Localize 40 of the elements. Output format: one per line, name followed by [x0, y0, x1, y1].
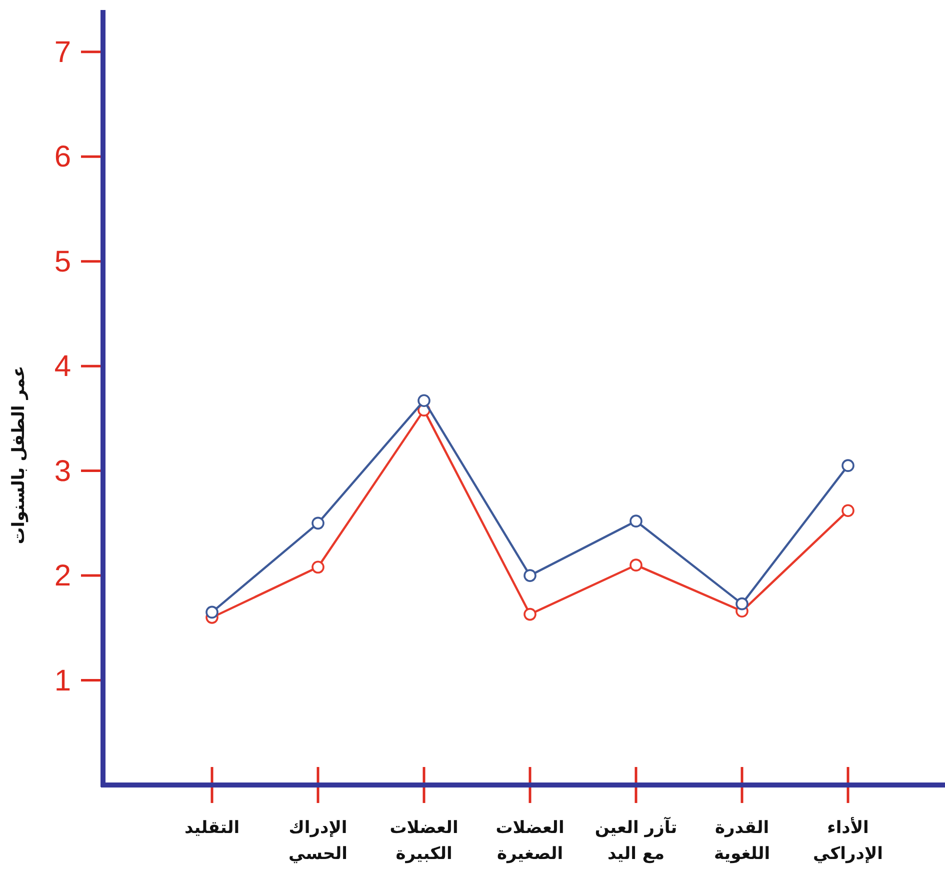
y-tick-label: 5: [54, 245, 71, 278]
x-tick-label: القدرة اللغوية: [714, 818, 770, 864]
x-tick-label: تآزر العين مع اليد: [594, 816, 678, 864]
y-tick: 3: [54, 454, 103, 488]
y-tick-label: 6: [54, 140, 71, 174]
y-axis-title: عمر الطفل بالسنوات: [9, 366, 29, 544]
y-tick-label: 3: [54, 454, 71, 488]
y-tick-label: 2: [54, 560, 71, 593]
y-tick-label: 4: [54, 350, 71, 384]
point: [312, 560, 324, 574]
x-tick: التقليد: [184, 767, 240, 838]
point: [630, 514, 642, 528]
point: [418, 394, 430, 408]
x-tick: العضلات الكبيرة: [390, 767, 458, 864]
x-tick-label: التقليد: [184, 818, 240, 838]
point: [842, 504, 854, 518]
x-tick: الأداء الإدراكي: [813, 767, 883, 864]
point: [206, 606, 218, 619]
x-tick: القدرة اللغوية: [714, 767, 770, 864]
point: [630, 558, 642, 572]
y-tick: 7: [54, 36, 103, 69]
point: [312, 516, 324, 530]
point: [736, 597, 748, 610]
x-tick-label: الإدراك الحسي: [288, 818, 348, 864]
x-tick: الإدراك الحسي: [288, 767, 348, 864]
y-tick: 5: [54, 245, 103, 278]
x-tick-label: الأداء الإدراكي: [813, 816, 883, 864]
point: [524, 608, 536, 621]
y-tick-label: 7: [54, 36, 71, 69]
point: [524, 569, 536, 582]
x-tick: تآزر العين مع اليد: [594, 767, 678, 864]
point: [842, 459, 854, 472]
y-tick: 1: [54, 664, 103, 698]
y-tick-label: 1: [54, 664, 71, 698]
y-tick: 2: [54, 560, 103, 593]
x-tick: العضلات الصغيرة: [496, 767, 564, 864]
x-tick-label: العضلات الكبيرة: [390, 818, 458, 864]
x-tick-label: العضلات الصغيرة: [496, 818, 564, 864]
y-tick: 6: [54, 140, 103, 174]
y-tick: 4: [54, 350, 103, 384]
